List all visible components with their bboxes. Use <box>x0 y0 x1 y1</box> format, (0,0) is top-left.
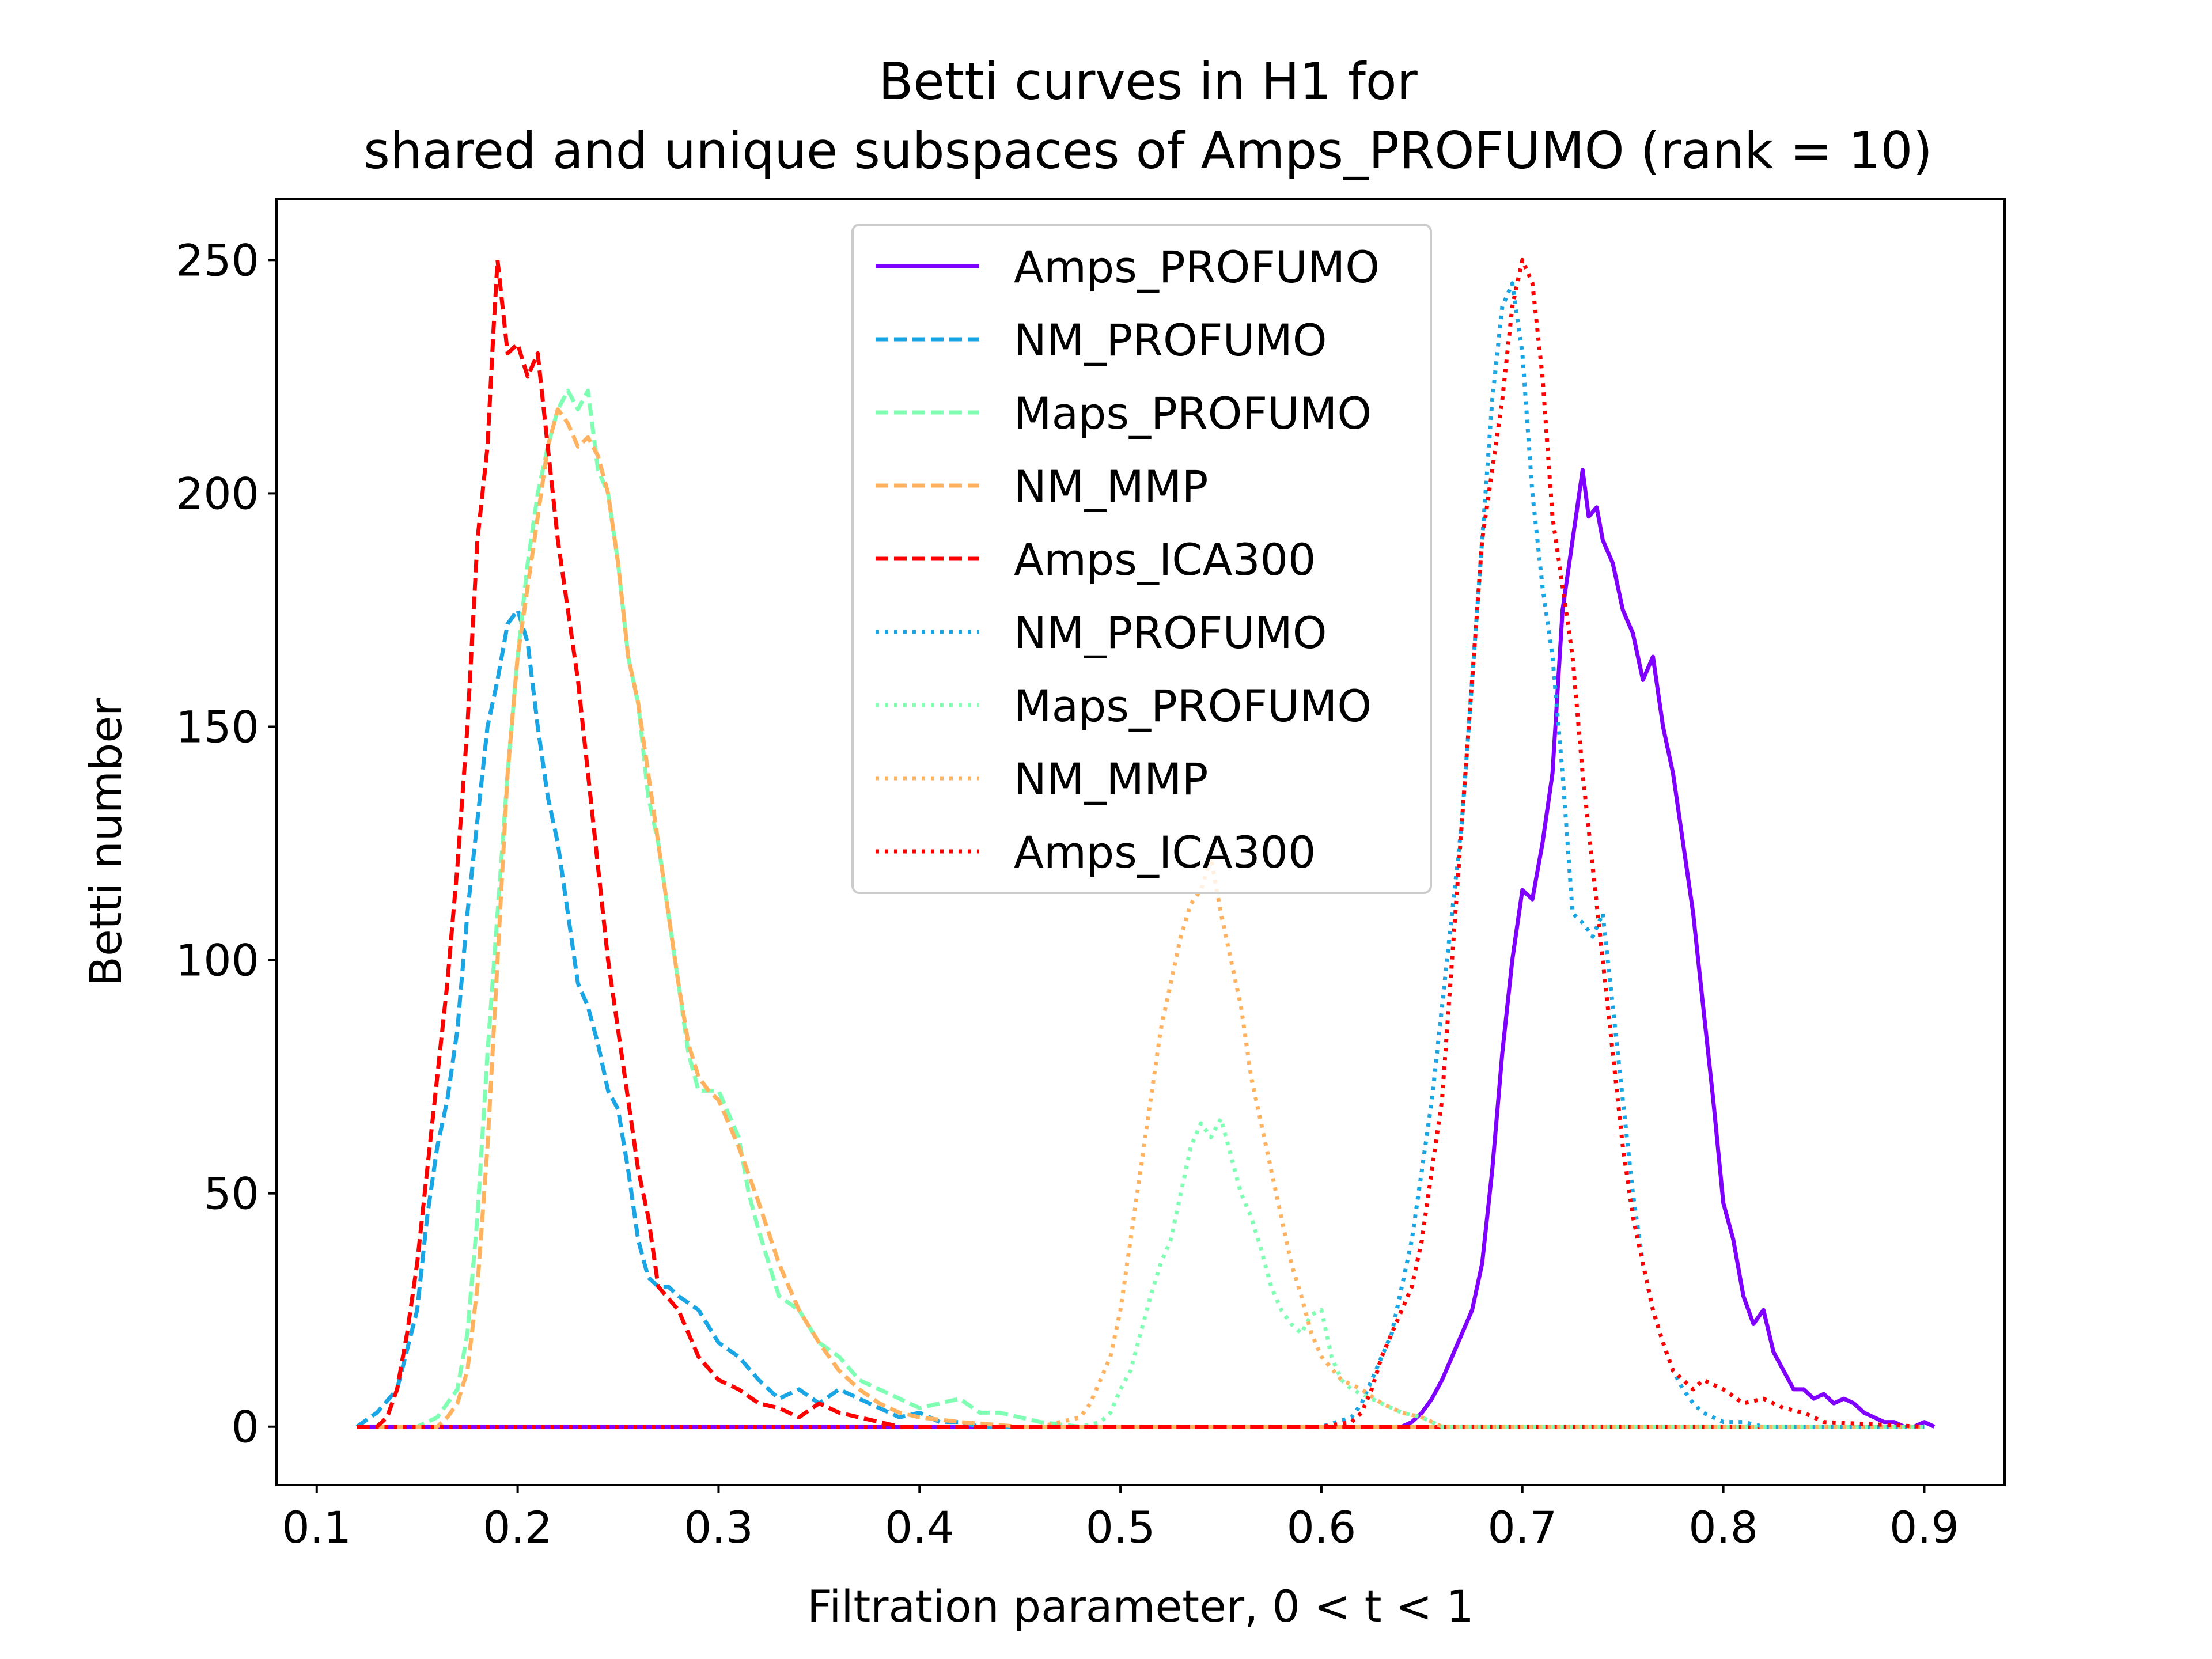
legend-label: Maps_PROFUMO <box>1014 680 1372 732</box>
y-tick-label: 50 <box>203 1168 259 1219</box>
x-tick-label: 0.5 <box>1086 1502 1156 1553</box>
plot-series-group <box>355 257 1936 1429</box>
plot-frame <box>275 198 2006 1486</box>
y-tick-label: 200 <box>176 468 259 519</box>
x-tick-label: 0.2 <box>483 1502 552 1553</box>
legend-label: NM_PROFUMO <box>1014 315 1327 366</box>
x-axis: 0.1 0.2 0.3 0.4 0.5 0.6 0.7 0.8 0.9 <box>282 1485 1959 1553</box>
y-tick-label: 250 <box>176 234 259 286</box>
legend-label: NM_MMP <box>1014 461 1208 512</box>
x-tick-label: 0.1 <box>282 1502 351 1553</box>
legend-label: Amps_PROFUMO <box>1014 241 1380 293</box>
y-axis: 0 50 100 150 200 250 <box>176 234 276 1453</box>
y-tick-label: 0 <box>232 1402 259 1453</box>
series-line-amps-ica300-dotted <box>357 257 1925 1429</box>
series-line-nm-mmp-dotted <box>357 855 1925 1429</box>
series-line-nm-profumo-dotted <box>357 281 1925 1429</box>
legend: Amps_PROFUMO NM_PROFUMO Maps_PROFUMO NM_MMP… <box>851 224 1432 894</box>
x-tick-label: 0.4 <box>885 1502 955 1553</box>
x-tick-label: 0.9 <box>1889 1502 1959 1553</box>
x-axis-label: Filtration parameter, 0 < t < 1 <box>807 1581 1474 1632</box>
x-tick-label: 0.3 <box>684 1502 753 1553</box>
series-line-amps-profumo-solid <box>357 468 1936 1429</box>
legend-box <box>851 224 1432 894</box>
legend-label: NM_MMP <box>1014 753 1208 805</box>
x-tick-label: 0.8 <box>1688 1502 1758 1553</box>
legend-label: Amps_ICA300 <box>1014 534 1316 585</box>
y-tick-label: 150 <box>176 701 259 752</box>
legend-label: NM_PROFUMO <box>1014 607 1327 658</box>
y-tick-label: 100 <box>176 935 259 986</box>
legend-label: Maps_PROFUMO <box>1014 388 1372 439</box>
series-line-nm-mmp-dashed <box>357 407 1925 1429</box>
y-axis-label: Betti number <box>80 698 131 986</box>
legend-label: Amps_ICA300 <box>1014 827 1316 878</box>
chart-title-line2: shared and unique subspaces of Amps_PROF… <box>363 121 1933 180</box>
chart-title-line1: Betti curves in H1 for <box>878 52 1418 111</box>
series-line-amps-ica300-dashed <box>357 257 1925 1429</box>
x-tick-label: 0.7 <box>1487 1502 1557 1553</box>
x-tick-label: 0.6 <box>1287 1502 1357 1553</box>
